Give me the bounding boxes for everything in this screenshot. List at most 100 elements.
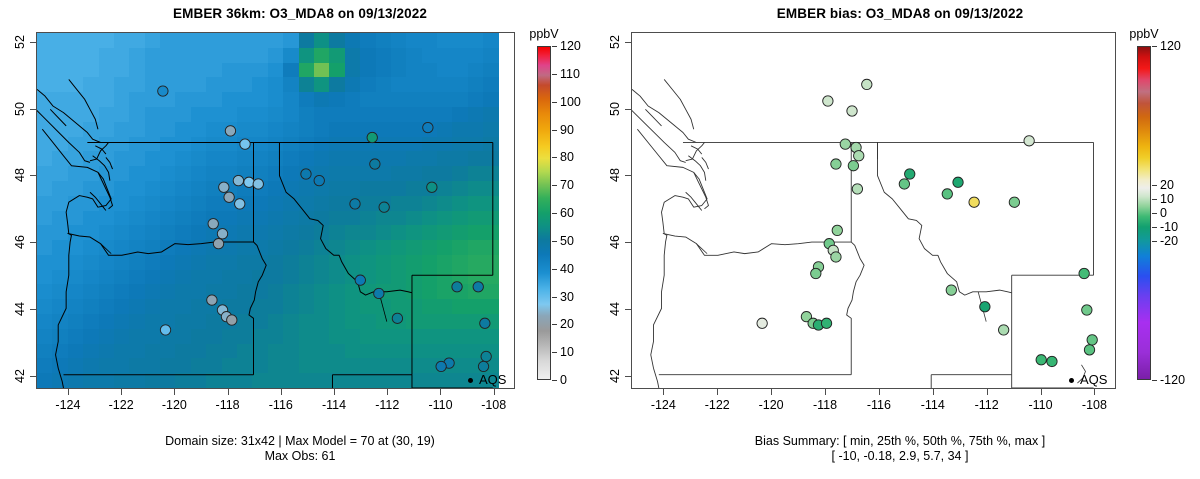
raster-cell — [283, 210, 299, 226]
raster-cell — [83, 284, 99, 300]
raster-cell — [498, 62, 514, 78]
raster-cell — [113, 77, 130, 93]
observation-point[interactable] — [239, 138, 251, 150]
raster-cell — [144, 121, 161, 137]
observation-point[interactable] — [369, 158, 381, 170]
observation-point[interactable] — [853, 150, 865, 162]
observation-point[interactable] — [479, 317, 491, 329]
raster-cell — [467, 92, 484, 107]
observation-point[interactable] — [847, 160, 860, 172]
raster-cell — [467, 314, 484, 329]
observation-point[interactable] — [1078, 267, 1090, 280]
observation-point[interactable] — [349, 198, 361, 210]
observation-point[interactable] — [830, 251, 842, 263]
map-boundary-line — [1077, 364, 1086, 384]
observation-point[interactable] — [232, 175, 245, 187]
observation-point[interactable] — [223, 191, 235, 203]
observation-point[interactable] — [800, 311, 813, 323]
observation-point[interactable] — [979, 301, 991, 313]
observation-point[interactable] — [206, 294, 218, 306]
raster-cell — [329, 284, 345, 300]
raster-cell — [190, 151, 207, 167]
observation-point[interactable] — [300, 168, 312, 180]
raster-cell — [329, 180, 345, 196]
raster-cell — [406, 92, 422, 107]
observation-point[interactable] — [216, 228, 229, 240]
raster-cell — [313, 62, 330, 78]
map-boundary-line — [248, 241, 267, 375]
observation-point[interactable] — [426, 181, 438, 193]
observation-point[interactable] — [451, 281, 463, 293]
observation-point[interactable] — [218, 181, 230, 193]
observation-point[interactable] — [224, 125, 237, 137]
observation-point[interactable] — [968, 196, 980, 208]
observation-point[interactable] — [810, 267, 822, 280]
observation-point[interactable] — [159, 324, 172, 336]
observation-point[interactable] — [756, 317, 768, 329]
observation-point[interactable] — [822, 95, 834, 107]
x-tick-mark — [1040, 389, 1042, 395]
map-boundary-line — [846, 241, 865, 375]
raster-cell — [437, 62, 453, 78]
observation-point[interactable] — [1086, 334, 1098, 346]
map-boundary-line — [37, 89, 101, 143]
raster-cell — [483, 77, 499, 93]
observation-point[interactable] — [212, 238, 225, 250]
observation-point[interactable] — [904, 168, 916, 180]
raster-cell — [406, 269, 422, 285]
observation-point[interactable] — [941, 188, 953, 200]
observation-point[interactable] — [1023, 135, 1035, 147]
raster-cell — [313, 151, 330, 167]
observation-point[interactable] — [313, 175, 325, 187]
observation-point[interactable] — [830, 158, 842, 170]
observation-point[interactable] — [846, 105, 858, 117]
observation-point[interactable] — [373, 287, 385, 300]
raster-cell — [406, 62, 422, 78]
raster-cell — [329, 314, 345, 329]
observation-point[interactable] — [157, 85, 169, 97]
raster-cell — [83, 33, 99, 48]
observation-point[interactable] — [851, 183, 864, 195]
observation-point[interactable] — [898, 178, 910, 190]
observation-point[interactable] — [1008, 196, 1021, 208]
raster-cell — [67, 240, 84, 255]
observation-point[interactable] — [472, 281, 484, 293]
observation-point[interactable] — [945, 284, 957, 296]
observation-point[interactable] — [391, 312, 404, 324]
observation-point[interactable] — [354, 274, 366, 286]
y-tick-mark — [30, 42, 36, 43]
observation-point[interactable] — [234, 198, 246, 210]
observation-point[interactable] — [207, 218, 219, 230]
observation-point[interactable] — [378, 201, 390, 213]
raster-cell — [98, 62, 114, 78]
left-map-overlay — [37, 79, 494, 388]
observation-point[interactable] — [435, 360, 447, 373]
raster-cell — [144, 373, 161, 388]
observation-point[interactable] — [831, 224, 843, 237]
x-tick-mark — [825, 389, 826, 395]
raster-cell — [498, 77, 514, 93]
observation-point[interactable] — [243, 176, 255, 188]
observation-point[interactable] — [952, 176, 964, 188]
raster-cell — [129, 166, 145, 181]
observation-point[interactable] — [1035, 354, 1047, 366]
raster-cell — [175, 121, 191, 137]
observation-point[interactable] — [480, 350, 492, 363]
observation-point[interactable] — [1046, 355, 1058, 368]
raster-cell — [313, 254, 330, 270]
raster-cell — [175, 92, 191, 107]
right-caption: Bias Summary: [ min, 25th %, 50th %, 75t… — [754, 434, 1046, 463]
observation-point[interactable] — [366, 131, 378, 144]
observation-point[interactable] — [477, 360, 490, 373]
observation-point[interactable] — [820, 317, 833, 329]
observation-point[interactable] — [861, 78, 873, 91]
observation-point[interactable] — [252, 178, 264, 190]
observation-point[interactable] — [226, 314, 238, 326]
observation-point[interactable] — [839, 138, 851, 150]
raster-cell — [175, 284, 191, 300]
observation-point[interactable] — [998, 324, 1010, 336]
observation-point[interactable] — [422, 121, 434, 134]
raster-cell — [252, 151, 268, 167]
observation-point[interactable] — [1081, 304, 1093, 316]
observation-point[interactable] — [1083, 344, 1096, 356]
